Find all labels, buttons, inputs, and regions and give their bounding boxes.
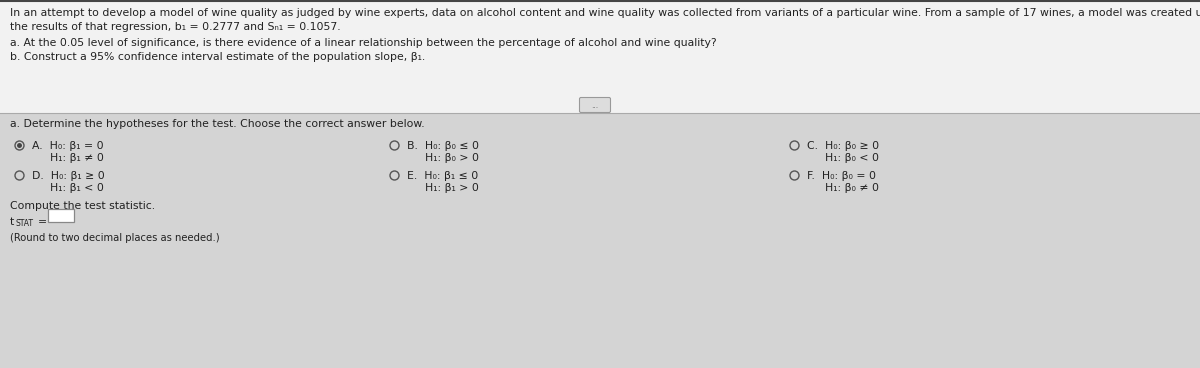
Text: the results of that regression, b₁ = 0.2777 and Sₙ₁ = 0.1057.: the results of that regression, b₁ = 0.2… [10, 22, 341, 32]
Bar [48, 209, 74, 222]
Bar [0, 0, 1200, 113]
Circle shape [17, 143, 22, 148]
Text: A.  H₀: β₁ = 0: A. H₀: β₁ = 0 [32, 141, 103, 151]
Text: H₁: β₀ > 0: H₁: β₀ > 0 [425, 153, 479, 163]
Text: Compute the test statistic.: Compute the test statistic. [10, 201, 155, 211]
Text: H₁: β₀ < 0: H₁: β₀ < 0 [826, 153, 878, 163]
Text: F.  H₀: β₀ = 0: F. H₀: β₀ = 0 [808, 171, 876, 181]
Text: a. At the 0.05 level of significance, is there evidence of a linear relationship: a. At the 0.05 level of significance, is… [10, 38, 716, 48]
Text: =: = [38, 217, 47, 227]
Text: D.  H₀: β₁ ≥ 0: D. H₀: β₁ ≥ 0 [32, 171, 104, 181]
Text: In an attempt to develop a model of wine quality as judged by wine experts, data: In an attempt to develop a model of wine… [10, 8, 1200, 18]
Text: ...: ... [592, 100, 599, 110]
Text: E.  H₀: β₁ ≤ 0: E. H₀: β₁ ≤ 0 [407, 171, 479, 181]
Text: STAT: STAT [16, 219, 34, 228]
Text: H₁: β₁ > 0: H₁: β₁ > 0 [425, 183, 479, 193]
Text: H₁: β₁ < 0: H₁: β₁ < 0 [50, 183, 104, 193]
Text: H₁: β₁ ≠ 0: H₁: β₁ ≠ 0 [50, 153, 104, 163]
Text: H₁: β₀ ≠ 0: H₁: β₀ ≠ 0 [826, 183, 878, 193]
Text: t: t [10, 217, 14, 227]
Text: C.  H₀: β₀ ≥ 0: C. H₀: β₀ ≥ 0 [808, 141, 880, 151]
Text: a. Determine the hypotheses for the test. Choose the correct answer below.: a. Determine the hypotheses for the test… [10, 119, 425, 129]
Bar [0, 113, 1200, 368]
Text: B.  H₀: β₀ ≤ 0: B. H₀: β₀ ≤ 0 [407, 141, 479, 151]
FancyBboxPatch shape [580, 98, 611, 113]
Text: (Round to two decimal places as needed.): (Round to two decimal places as needed.) [10, 233, 220, 243]
Text: b. Construct a 95% confidence interval estimate of the population slope, β₁.: b. Construct a 95% confidence interval e… [10, 52, 425, 62]
